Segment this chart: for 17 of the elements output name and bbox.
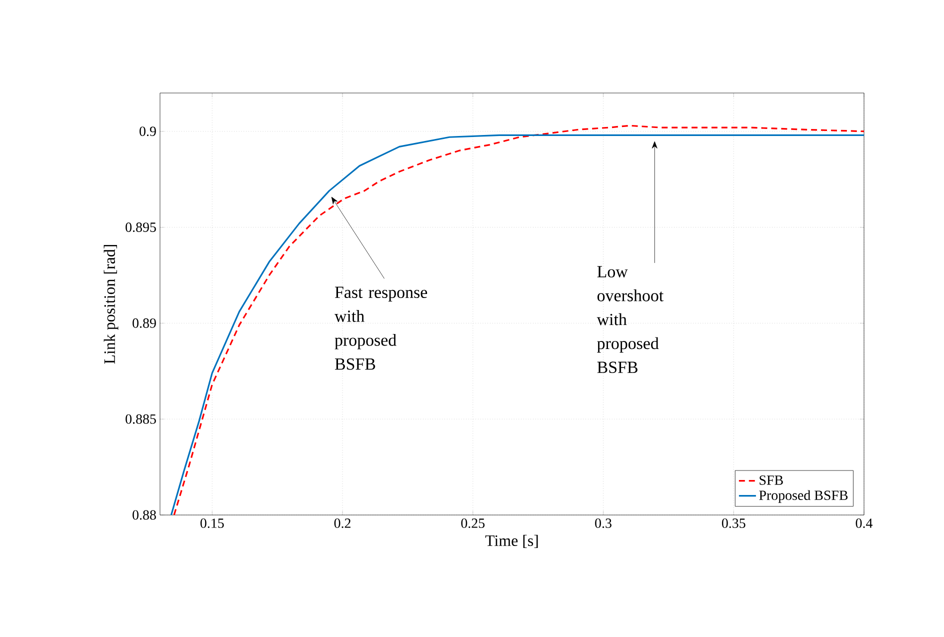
x-tick-label: 0.35 bbox=[722, 518, 746, 528]
legend-label: Proposed BSFB bbox=[759, 490, 848, 503]
x-axis-title: Time [s] bbox=[485, 534, 538, 548]
y-tick-label: 0.88 bbox=[132, 510, 156, 520]
y-tick-label: 0.89 bbox=[132, 318, 156, 328]
x-tick-label: 0.15 bbox=[200, 518, 224, 528]
x-tick-label: 0.2 bbox=[334, 518, 350, 528]
annotation: Fast response with proposed BSFB bbox=[334, 286, 428, 370]
y-tick-label: 0.885 bbox=[126, 414, 156, 424]
y-tick-label: 0.895 bbox=[126, 222, 156, 232]
x-tick-label: 0.25 bbox=[461, 518, 485, 528]
y-tick-label: 0.9 bbox=[140, 126, 156, 136]
x-tick-label: 0.3 bbox=[595, 518, 612, 528]
annotation: Low overshoot with proposed BSFB bbox=[596, 266, 664, 374]
legend-label: SFB bbox=[760, 475, 783, 485]
x-tick-label: 0.4 bbox=[856, 518, 873, 528]
y-axis-title: Link position [rad] bbox=[104, 244, 118, 364]
